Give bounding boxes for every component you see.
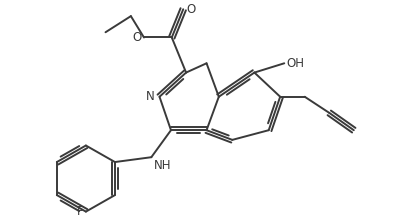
Text: N: N (146, 90, 155, 103)
Text: OH: OH (286, 57, 304, 70)
Text: O: O (133, 31, 142, 44)
Text: F: F (77, 205, 84, 218)
Text: O: O (187, 3, 196, 16)
Text: NH: NH (153, 159, 171, 172)
